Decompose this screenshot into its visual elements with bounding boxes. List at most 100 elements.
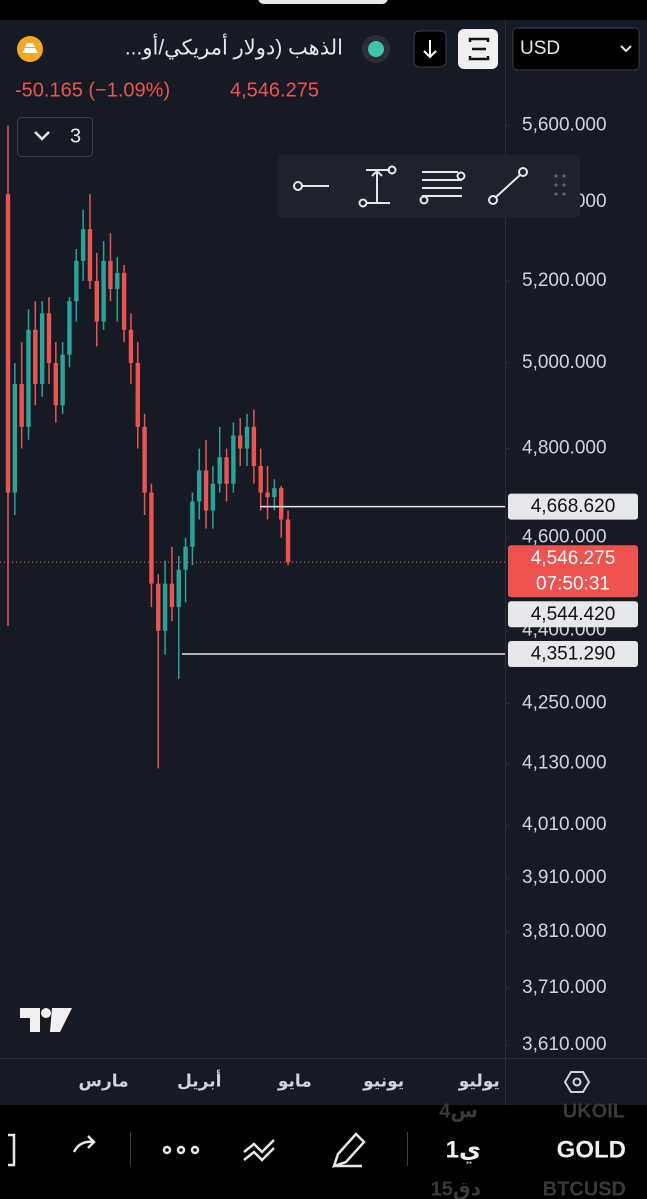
drawing-toolbar (278, 155, 580, 218)
candle-body (142, 426, 147, 493)
candle-body (19, 384, 24, 427)
price-tag (508, 545, 638, 598)
y-tick-label: 4,250.000 (522, 692, 607, 713)
candle-body (46, 313, 52, 364)
candle-body (224, 457, 229, 484)
status-bar (0, 0, 647, 20)
candle-body (169, 583, 175, 608)
indicator-count: 3 (70, 125, 81, 147)
candle-body (217, 457, 222, 484)
currency-select[interactable] (512, 27, 640, 71)
draw-button[interactable] (332, 1132, 366, 1168)
last-price: 4,546.275 (230, 79, 319, 101)
y-tick-label: 5,000.000 (522, 352, 607, 373)
y-tick-label: 3,910.000 (522, 867, 607, 888)
candle-body (251, 426, 257, 467)
candle-body (121, 272, 127, 330)
candle-body (74, 260, 79, 302)
bottom-background (0, 1105, 647, 1199)
price-tag-label: 4,351.290 (531, 644, 616, 665)
y-tick-label: 5,200.000 (522, 270, 607, 291)
price-tag-label: 4,546.275 (531, 548, 616, 569)
watchlist-symbol[interactable]: BTCUSD (543, 1178, 626, 1199)
watchlist-symbol[interactable]: UKOIL (563, 1100, 625, 1122)
market-status-dot (368, 41, 384, 57)
candle-body (5, 194, 11, 493)
candle-body (135, 363, 140, 427)
candle-body (272, 488, 277, 498)
toolbar-background (278, 155, 580, 218)
candle-body (94, 280, 99, 322)
tool-icon[interactable] (456, 171, 466, 181)
candle-body (244, 426, 250, 449)
y-tick-label: 3,810.000 (522, 921, 607, 942)
candle-body (12, 384, 18, 493)
candle-body (162, 583, 168, 631)
symbol-title[interactable]: الذهب (دولار أمريكي/أو... (125, 34, 343, 60)
candle-body (258, 466, 263, 493)
watchlist-interval[interactable]: 4س (439, 1100, 478, 1122)
x-tick-label: يوليو (458, 1071, 500, 1091)
layout-icon (468, 37, 490, 61)
header: الذهب (دولار أمريكي/أو... USD -50.165 (−… (15, 27, 640, 157)
axis-settings[interactable] (563, 1071, 591, 1093)
currency: USD (520, 38, 560, 59)
price-tag (508, 493, 638, 520)
price-tag-label: 4,668.620 (531, 496, 616, 517)
candle-body (60, 354, 65, 406)
indicators-button[interactable] (243, 1139, 275, 1162)
more-button[interactable] (162, 1145, 200, 1155)
x-tick-label: أبريل (177, 1069, 221, 1091)
candle-body (190, 501, 195, 547)
price-change: -50.165 (−1.09%) (15, 79, 170, 101)
watchlist-interval[interactable]: 15دق (431, 1178, 481, 1199)
tool-icon[interactable] (387, 165, 397, 175)
candle-body (203, 470, 209, 511)
x-tick-label: يونيو (362, 1071, 404, 1091)
bottom-bar: UKOIL 4س GOLD 1ي BTCUSD 15دق (0, 1100, 647, 1199)
candle-body (26, 329, 31, 427)
candle-body (231, 435, 236, 484)
tool-icon[interactable] (488, 195, 498, 205)
y-tick-label: 4,800.000 (522, 438, 607, 459)
active-interval[interactable]: 1ي (446, 1136, 481, 1163)
y-tick-label: 4,600.000 (522, 527, 607, 548)
candle-body (156, 583, 161, 631)
y-tick-label: 5,600.000 (522, 115, 607, 136)
y-tick-label: 3,610.000 (522, 1034, 607, 1055)
tradingview-logo (20, 1008, 72, 1032)
status-pill (258, 0, 388, 4)
candle-body (183, 546, 188, 570)
countdown: 07:50:31 (536, 573, 610, 594)
price-tags: 4,668.620 4,546.275 07:50:31 4,544.420 4,351… (508, 493, 638, 668)
candle-body (238, 435, 243, 449)
y-tick-label: 4,010.000 (522, 814, 607, 835)
fullscreen-button[interactable] (8, 1133, 16, 1167)
candle-body (101, 260, 106, 322)
candle-body (210, 483, 216, 511)
candle-body (115, 272, 120, 289)
indicator-toggle[interactable] (17, 117, 93, 157)
price-tag (508, 641, 638, 668)
candle-body (108, 260, 113, 289)
price-tag (508, 601, 638, 628)
gold-bars (22, 43, 38, 53)
candle-body (197, 470, 202, 502)
active-symbol[interactable]: GOLD (557, 1136, 626, 1163)
y-tick-label: 4,130.000 (522, 752, 607, 773)
price-tag-label: 4,544.420 (531, 604, 616, 625)
candle-body (33, 329, 38, 385)
candle-body (39, 313, 45, 385)
redo-button[interactable] (72, 1135, 96, 1153)
candle-body (128, 329, 134, 364)
candle-body (87, 229, 93, 281)
x-tick-label: مارس (79, 1071, 129, 1090)
candle-body (285, 519, 291, 563)
candle-body (279, 488, 284, 520)
x-tick-label: مايو (277, 1071, 312, 1091)
arrow-icon (423, 40, 437, 59)
y-tick-label: 3,710.000 (522, 977, 607, 998)
axis-settings-dot (572, 1077, 582, 1087)
